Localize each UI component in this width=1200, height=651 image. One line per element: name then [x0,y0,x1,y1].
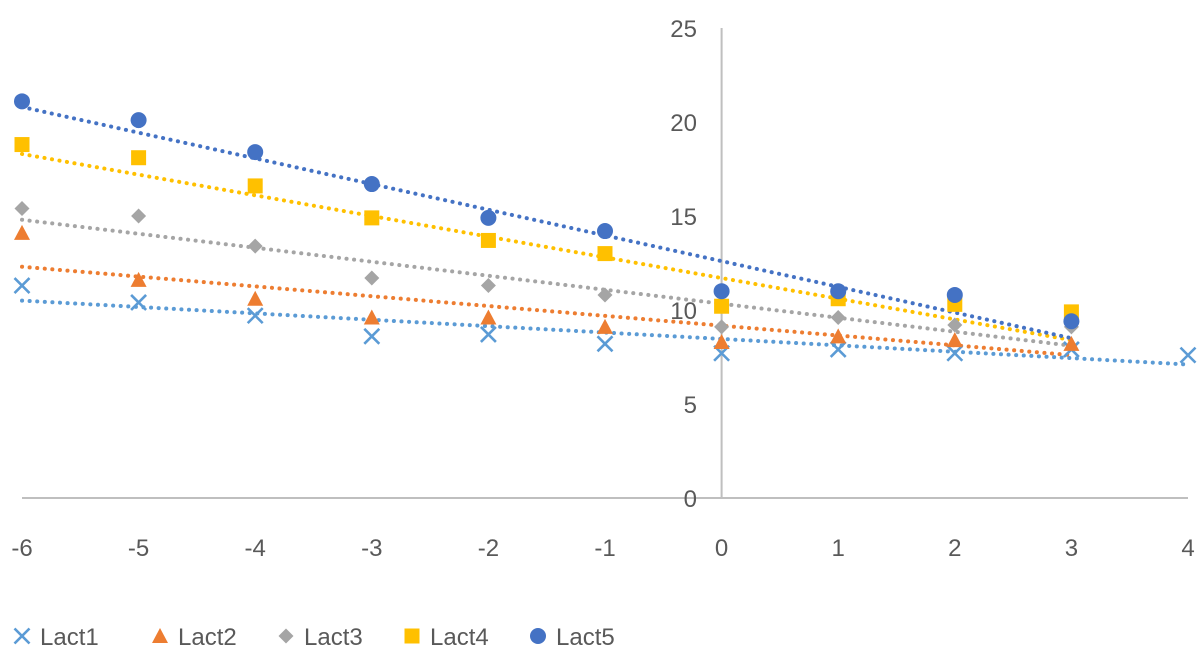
lact5-point [480,209,497,226]
lact4-point [480,232,496,248]
lact5-point [713,283,730,300]
lact3-point [947,317,963,333]
y-tick-label: 0 [684,486,697,513]
lact2-point [480,309,497,325]
legend-marker-diamond [278,628,294,644]
legend-marker-triangle [152,628,168,643]
lact3-point [480,278,496,294]
x-tick-label: 2 [948,535,961,562]
x-tick-label: 0 [715,535,728,562]
lact5-point [830,283,847,300]
legend-marker-x [13,627,31,645]
x-tick-label: 1 [832,535,845,562]
lact1-point [829,341,847,358]
lact3-point [364,270,380,286]
lact5-point [1063,313,1080,330]
x-tick-label: -3 [361,535,382,562]
axes [22,28,1188,499]
lact2-trendline [20,264,1074,358]
lact4-point [14,137,30,153]
x-tick-labels: -6 -5 -4 -3 -2 -1 0 1 2 3 4 [11,535,1194,562]
lact4-point [597,246,613,262]
lact2-point [1063,335,1080,351]
lact5-point [597,223,613,240]
lact3-point [14,200,30,216]
lact2-point [597,318,613,334]
lact1-point [946,344,964,362]
lact4-point [247,178,263,194]
y-tick-label: 20 [670,110,697,137]
x-tick-label: -2 [478,535,499,562]
lact5-trendline [20,104,1074,341]
lact2-point [247,290,264,306]
legend-marker-square [404,628,420,644]
x-tick-label: -5 [128,535,149,562]
legend-item-lact3: Lact3 [278,624,363,651]
lact3-point [830,310,846,326]
lact1-point [246,307,264,325]
lact2-point [363,309,380,325]
lact3-point [714,319,730,335]
lact5-point [946,286,963,303]
y-tick-label: 5 [684,392,697,419]
legend-item-lact2: Lact2 [152,624,237,651]
legend-item-lact4: Lact4 [404,624,489,651]
legend-label: Lact1 [40,624,99,651]
lact1-point [130,294,148,311]
legend-label: Lact5 [556,624,615,651]
lact1-point [1179,346,1197,364]
lact3-trendline [20,217,1074,348]
y-tick-label: 25 [670,16,697,43]
lact3-point [597,287,613,303]
lact4-point [364,210,380,226]
legend-marker-circle [530,628,546,644]
lact4-point [131,150,147,166]
legend-label: Lact4 [430,624,489,651]
x-tick-label: 3 [1065,535,1078,562]
lact2-point [830,328,847,344]
lact5-point [130,112,147,129]
x-tick-label: -1 [594,535,615,562]
x-tick-label: -4 [245,535,266,562]
legend: Lact1 Lact2 Lact3 Lact4 Lact5 [13,624,615,651]
lact4-trendline [20,151,1074,343]
lact2-point [14,224,30,240]
legend-item-lact1: Lact1 [13,624,99,651]
data-points [13,93,1197,364]
lact5-point [14,93,30,110]
lact1-point [596,335,614,353]
lact3-point [247,238,263,254]
lact2-point [713,333,730,349]
lact1-point [363,327,381,345]
lact4-point [714,298,730,314]
legend-label: Lact2 [178,624,237,651]
lact1-point [13,277,31,294]
lact5-point [247,144,264,161]
legend-label: Lact3 [304,624,363,651]
x-tick-label: 4 [1181,535,1194,562]
y-tick-label: 15 [670,204,697,231]
lact2-point [130,271,147,287]
lact5-point [363,176,380,193]
legend-item-lact5: Lact5 [530,624,615,651]
lact2-point [946,332,963,348]
lact1-point [479,326,497,343]
lact3-point [131,208,147,224]
x-tick-label: -6 [11,535,32,562]
